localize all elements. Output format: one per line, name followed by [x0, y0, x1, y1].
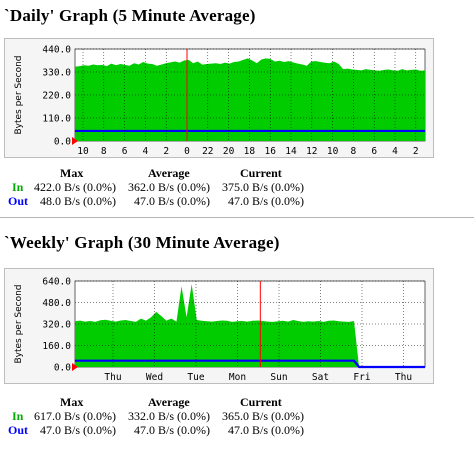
x-tick-label: Sat	[312, 372, 329, 383]
x-tick-label: Thu	[395, 372, 412, 383]
stats-out-current: 47.0 B/s (0.0%)	[228, 194, 304, 208]
y-tick-label: 0.0	[54, 137, 71, 148]
y-tick-label: 0.0	[54, 363, 71, 374]
stats-in-label: In	[12, 409, 24, 423]
weekly-chart-svg: 0.0 160.0 320.0 480.0 640.0 Thu Wed Tue Mon Sun Sa…	[14, 277, 426, 383]
x-tick-label: Tue	[187, 372, 204, 383]
y-tick-label: 320.0	[42, 320, 71, 331]
y-tick-label: 330.0	[42, 68, 71, 79]
x-tick-label: Mon	[229, 372, 246, 383]
series-out-line	[75, 359, 425, 369]
x-tick-label: 12	[306, 146, 317, 157]
y-tick-label: 440.0	[42, 45, 71, 56]
x-tick-label: Wed	[146, 372, 163, 383]
x-tick-label: 6	[371, 146, 377, 157]
y-tick-label: 110.0	[42, 114, 71, 125]
stats-in-max: 422.0 B/s (0.0%)	[34, 180, 116, 194]
x-tick-label: 8	[101, 146, 107, 157]
daily-graph: 0.0 110.0 220.0 330.0 440.0 10 8 6 4 2 0 22 20 18 16 14…	[4, 38, 434, 158]
y-axis-label: Bytes per Second	[14, 55, 24, 134]
stats-out-average: 47.0 B/s (0.0%)	[134, 423, 210, 437]
stats-in-label: In	[12, 180, 24, 194]
x-tick-label: 0	[184, 146, 190, 157]
x-tick-label: 20	[223, 146, 235, 157]
weekly-graph-title: `Weekly' Graph (30 Minute Average)	[4, 233, 280, 252]
x-tick-label: 4	[143, 146, 149, 157]
x-tick-label: 2	[163, 146, 169, 157]
stats-out-average: 47.0 B/s (0.0%)	[134, 194, 210, 208]
x-tick-label: Fri	[353, 372, 370, 383]
stats-in-current: 365.0 B/s (0.0%)	[222, 409, 304, 423]
origin-arrow-icon	[72, 137, 78, 145]
section-divider	[0, 217, 474, 218]
x-tick-label: 8	[351, 146, 357, 157]
stats-out-current: 47.0 B/s (0.0%)	[228, 423, 304, 437]
y-tick-label: 220.0	[42, 91, 71, 102]
stats-header-max: Max	[60, 166, 84, 180]
stats-header-current: Current	[240, 166, 282, 180]
stats-in-current: 375.0 B/s (0.0%)	[222, 180, 304, 194]
y-axis-label: Bytes per Second	[14, 284, 24, 363]
x-tick-label: 10	[327, 146, 339, 157]
x-tick-label: 18	[244, 146, 256, 157]
y-tick-label: 160.0	[42, 341, 71, 352]
x-tick-label: Thu	[104, 372, 121, 383]
stats-header-max: Max	[60, 395, 84, 409]
y-tick-label: 640.0	[42, 277, 71, 288]
series-in-area	[75, 58, 425, 141]
x-tick-label: 2	[413, 146, 419, 157]
stats-header-average: Average	[148, 395, 190, 409]
stats-out-label: Out	[8, 194, 29, 208]
x-tick-label: 10	[77, 146, 89, 157]
stats-out-max: 48.0 B/s (0.0%)	[40, 194, 116, 208]
y-tick-label: 480.0	[42, 298, 71, 309]
series-in-area	[75, 284, 425, 367]
weekly-graph: 0.0 160.0 320.0 480.0 640.0 Thu Wed Tue Mon Sun Sa…	[4, 268, 434, 384]
stats-header-average: Average	[148, 166, 190, 180]
stats-out-label: Out	[8, 423, 29, 437]
origin-arrow-icon	[72, 363, 78, 371]
stats-out-max: 47.0 B/s (0.0%)	[40, 423, 116, 437]
stats-in-average: 362.0 B/s (0.0%)	[128, 180, 210, 194]
x-tick-label: 16	[264, 146, 276, 157]
daily-graph-title: `Daily' Graph (5 Minute Average)	[4, 6, 256, 25]
x-tick-label: 4	[392, 146, 398, 157]
stats-in-max: 617.0 B/s (0.0%)	[34, 409, 116, 423]
stats-header-current: Current	[240, 395, 282, 409]
stats-in-average: 332.0 B/s (0.0%)	[128, 409, 210, 423]
x-tick-label: 22	[202, 146, 213, 157]
x-tick-label: 6	[122, 146, 128, 157]
x-tick-label: Sun	[270, 372, 287, 383]
x-tick-label: 14	[285, 146, 297, 157]
